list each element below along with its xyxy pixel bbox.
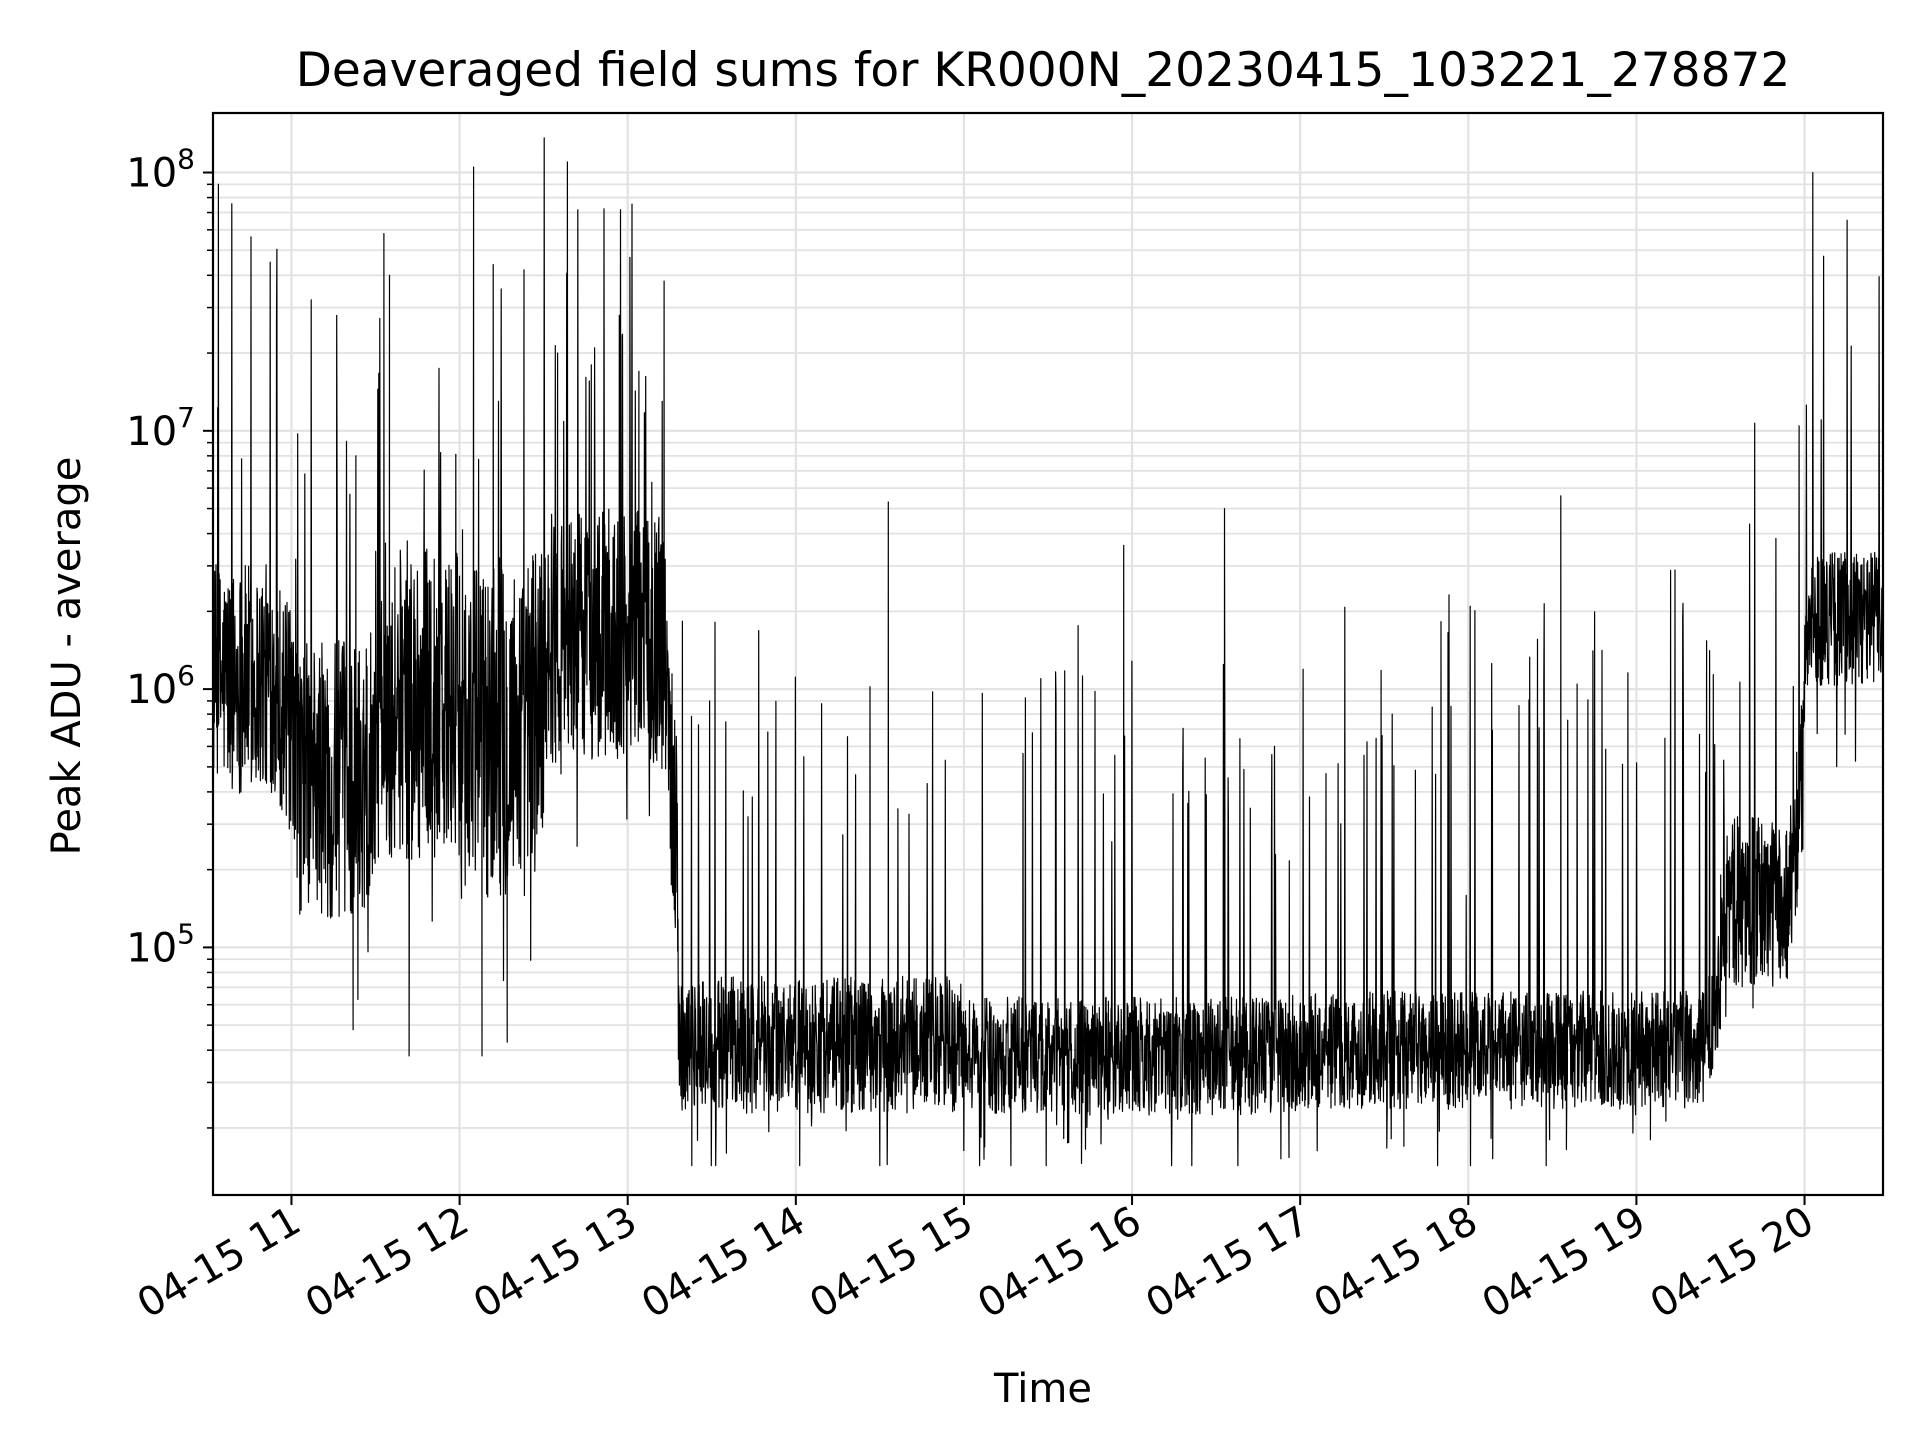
y-axis: 105 106 107 108 [126,143,213,1129]
x-tick-label: 04-15 17 [1138,1198,1317,1328]
x-tick-label: 04-15 20 [1643,1198,1822,1328]
chart-title: Deaveraged field sums for KR000N_2023041… [296,43,1791,98]
series-line [213,137,1883,1167]
plot-area-frame [211,111,1885,1197]
x-tick-label: 04-15 15 [802,1198,981,1328]
y-tick-label: 107 [126,401,195,455]
y-axis-label: Peak ADU - average [44,457,90,856]
x-tick-label: 04-15 13 [466,1198,645,1328]
y-tick-label: 108 [126,143,195,197]
x-tick-label: 04-15 16 [970,1198,1149,1328]
x-axis-label: Time [993,1366,1092,1412]
x-tick-label: 04-15 19 [1475,1198,1654,1328]
x-tick-label: 04-15 18 [1307,1198,1486,1328]
x-tick-label: 04-15 12 [298,1198,477,1328]
x-tick-label: 04-15 14 [634,1198,813,1328]
y-tick-label: 105 [126,917,195,971]
x-tick-label: 04-15 11 [130,1198,309,1328]
y-tick-label: 106 [126,659,195,713]
